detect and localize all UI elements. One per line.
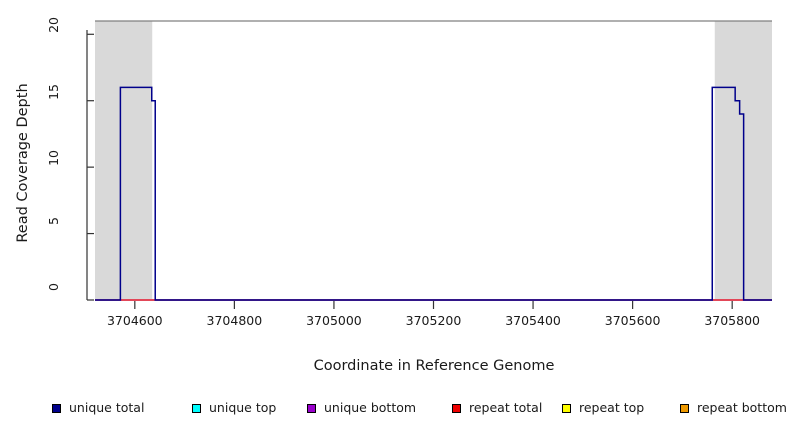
legend-label: unique total bbox=[69, 400, 145, 415]
legend-swatch-icon bbox=[307, 403, 316, 413]
y-axis-tick-label: 0 bbox=[46, 283, 61, 291]
y-axis-tick-label: 15 bbox=[46, 83, 61, 100]
legend-item-repeat-top: repeat top bbox=[562, 398, 644, 418]
legend-swatch-icon bbox=[680, 403, 689, 413]
repeat-region-left bbox=[95, 21, 153, 300]
y-axis-tick-label: 10 bbox=[46, 150, 61, 167]
x-axis-tick-label: 3705200 bbox=[405, 313, 462, 328]
legend-swatch-icon bbox=[452, 403, 461, 413]
chart-legend: unique total unique top unique bottom repea… bbox=[0, 398, 792, 420]
legend-item-unique-bottom: unique bottom bbox=[307, 398, 416, 418]
series-line-unique-total bbox=[95, 86, 772, 301]
legend-label: unique top bbox=[209, 400, 277, 415]
y-axis-tick-label: 5 bbox=[46, 216, 61, 225]
x-axis-tick-label: 3704600 bbox=[106, 313, 163, 328]
x-axis-tick-label: 3705000 bbox=[306, 313, 362, 328]
legend-swatch-icon bbox=[192, 403, 201, 413]
legend-label: repeat top bbox=[579, 400, 645, 415]
legend-swatch-icon bbox=[562, 403, 571, 413]
x-axis-tick-label: 3705800 bbox=[704, 313, 760, 328]
x-axis-tick-label: 3705400 bbox=[505, 313, 561, 328]
legend-label: unique bottom bbox=[324, 400, 417, 415]
x-axis-tick-label: 3705600 bbox=[604, 313, 661, 328]
legend-label: repeat bottom bbox=[697, 400, 787, 415]
legend-swatch-icon bbox=[52, 403, 61, 413]
x-axis-tick-label: 3704800 bbox=[206, 313, 263, 328]
y-axis-tick-label: 20 bbox=[46, 17, 61, 34]
legend-item-repeat-total: repeat total bbox=[452, 398, 542, 418]
legend-item-repeat-bottom: repeat bottom bbox=[680, 398, 787, 418]
legend-label: repeat total bbox=[469, 400, 543, 415]
legend-item-unique-total: unique total bbox=[52, 398, 144, 418]
x-axis-title: Coordinate in Reference Genome bbox=[313, 358, 555, 374]
legend-item-unique-top: unique top bbox=[192, 398, 276, 418]
